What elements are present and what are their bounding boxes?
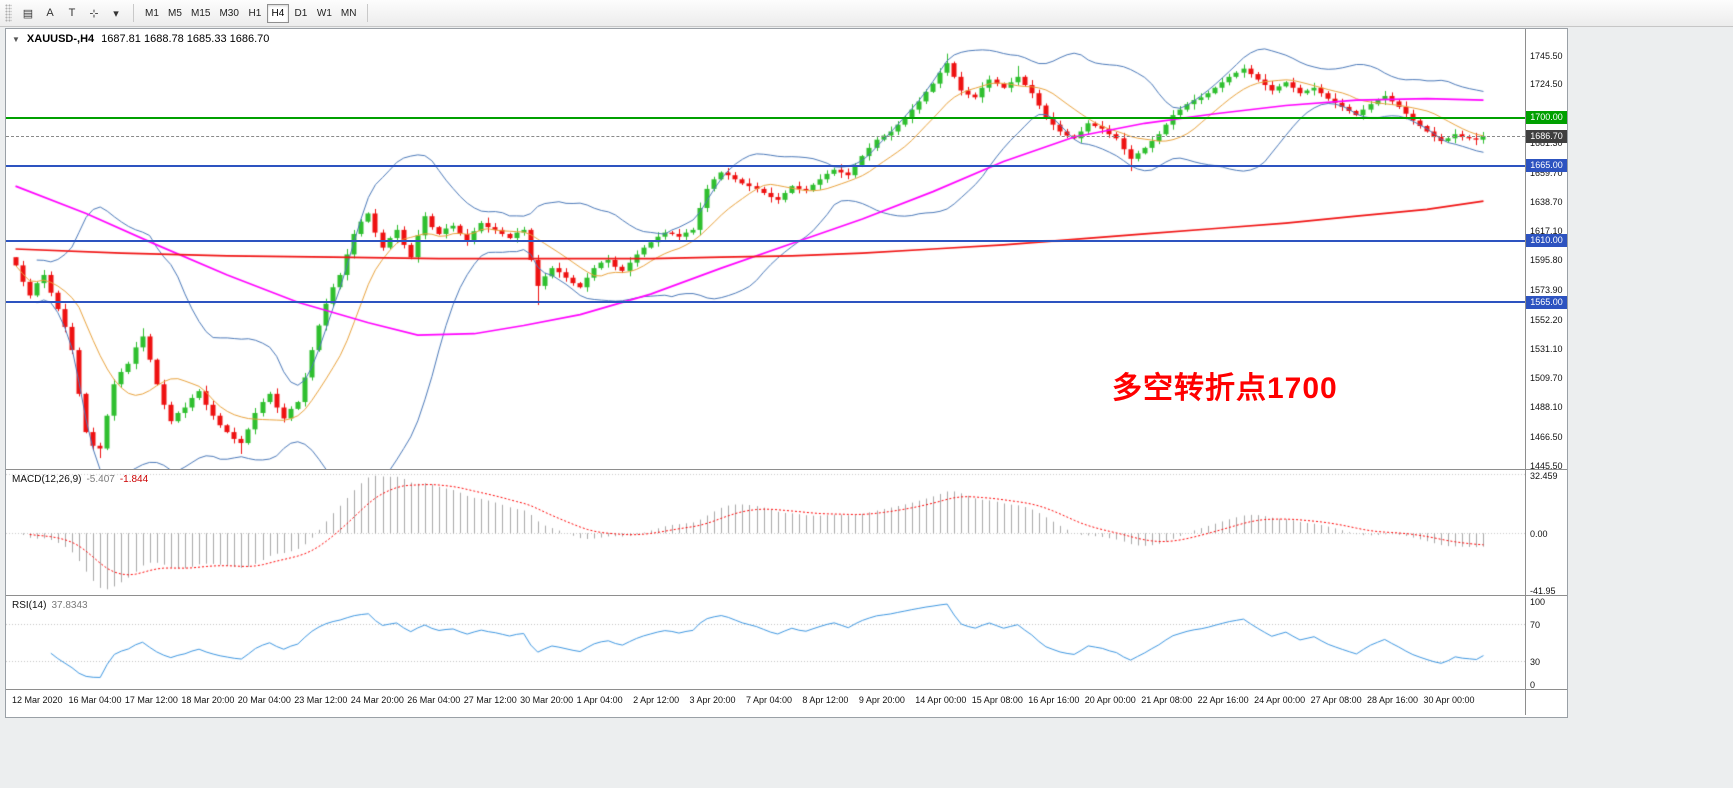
text-tool-button[interactable]: T — [62, 3, 82, 23]
timeframe-m5[interactable]: M5 — [168, 7, 182, 19]
toolbar-grip[interactable] — [5, 4, 12, 22]
timeframe-h1[interactable]: H1 — [248, 7, 262, 19]
time-axis-label: 8 Apr 12:00 — [802, 695, 849, 705]
rsi-axis-label: 0 — [1530, 680, 1536, 690]
rsi-indicator-label: RSI(14) 37.8343 — [12, 600, 88, 611]
time-axis-label: 30 Mar 20:00 — [520, 695, 574, 705]
price-axis-label: 1659.70 — [1530, 167, 1563, 178]
time-axis-label: 21 Apr 08:00 — [1141, 695, 1193, 705]
time-axis-label: 16 Mar 04:00 — [68, 695, 122, 705]
toolbar: ▤ A T ⊹ ▾ M1 M5 M15 M30 H1 H4 D1 W1 MN — [0, 0, 1733, 27]
timeframe-buttons: M1 M5 M15 M30 H1 H4 D1 W1 MN — [141, 3, 360, 23]
time-axis-label: 30 Apr 00:00 — [1423, 695, 1475, 705]
price-axis-label: 1466.50 — [1530, 431, 1563, 442]
time-axis-label: 27 Apr 08:00 — [1310, 695, 1362, 705]
price-badge-1686.70: 1686.70 — [1526, 129, 1567, 143]
rsi-value: 37.8343 — [51, 600, 88, 611]
pane-splitter-macd[interactable] — [6, 469, 1567, 470]
time-axis-label: 18 Mar 20:00 — [181, 695, 235, 705]
horizontal-level-line-1565[interactable] — [6, 301, 1525, 304]
macd-signal-value: -1.844 — [119, 474, 149, 485]
timeframe-mn[interactable]: MN — [340, 7, 357, 19]
current-price-line — [6, 136, 1525, 137]
price-axis-label: 1573.90 — [1530, 285, 1563, 296]
price-axis-label: 1509.70 — [1530, 372, 1563, 383]
time-axis-label: 9 Apr 20:00 — [858, 695, 905, 705]
time-axis-label: 15 Apr 08:00 — [971, 695, 1023, 705]
ohlc-values: 1687.81 1688.78 1685.33 1686.70 — [101, 33, 270, 45]
time-axis-label: 2 Apr 12:00 — [633, 695, 680, 705]
time-axis-label: 12 Mar 2020 — [12, 695, 63, 705]
timeframe-m1[interactable]: M1 — [145, 7, 159, 19]
time-axis-label: 1 Apr 04:00 — [576, 695, 623, 705]
chart-grid-icon[interactable]: ▤ — [18, 3, 38, 23]
toolbar-separator — [133, 4, 134, 22]
time-axis-label: 3 Apr 20:00 — [689, 695, 736, 705]
price-axis-label: 1638.70 — [1530, 196, 1563, 207]
time-axis-label: 28 Apr 16:00 — [1367, 695, 1419, 705]
time-axis-label: 23 Mar 12:00 — [294, 695, 348, 705]
time-axis-label: 20 Apr 00:00 — [1084, 695, 1136, 705]
tools-dropdown-icon[interactable]: ▾ — [106, 3, 126, 23]
macd-main-value: -5.407 — [86, 474, 115, 485]
time-axis-label: 20 Mar 04:00 — [237, 695, 291, 705]
price-axis-label: 1595.80 — [1530, 255, 1563, 266]
price-axis-label: 1745.50 — [1530, 50, 1563, 61]
macd-axis-label: 32.459 — [1530, 471, 1558, 481]
price-axis-label: 1724.50 — [1530, 79, 1563, 90]
macd-axis-label: 0.00 — [1530, 529, 1548, 540]
chart-window: ▼ XAUUSD-,H4 1687.81 1688.78 1685.33 168… — [5, 28, 1568, 718]
macd-axis-label: -41.95 — [1530, 586, 1556, 596]
price-axis-label: 1488.10 — [1530, 402, 1563, 413]
price-axis-label: 1681.30 — [1530, 138, 1563, 149]
horizontal-level-line-1700[interactable] — [6, 116, 1525, 119]
macd-pane-canvas[interactable] — [6, 470, 1525, 595]
timeframe-w1[interactable]: W1 — [316, 7, 332, 19]
horizontal-level-line-1665[interactable] — [6, 164, 1525, 167]
annotation-text: 多空转折点1700 — [1112, 372, 1338, 405]
time-axis-label: 7 Apr 04:00 — [746, 695, 793, 705]
timeframe-h4[interactable]: H4 — [266, 3, 289, 23]
price-badge-1565.00: 1565.00 — [1526, 295, 1567, 309]
chart-title: ▼ XAUUSD-,H4 1687.81 1688.78 1685.33 168… — [12, 33, 269, 45]
pane-splitter-timeaxis — [6, 689, 1567, 690]
price-axis-label: 1531.10 — [1530, 343, 1563, 354]
rsi-axis-label: 70 — [1530, 619, 1541, 630]
timeframe-m30[interactable]: M30 — [219, 7, 239, 19]
time-axis-label: 26 Mar 04:00 — [407, 695, 461, 705]
time-axis-label: 17 Mar 12:00 — [124, 695, 178, 705]
rsi-pane-canvas[interactable] — [6, 596, 1525, 689]
time-axis-label: 22 Apr 16:00 — [1197, 695, 1249, 705]
horizontal-level-line-1610[interactable] — [6, 239, 1525, 242]
price-axis-label: 1617.10 — [1530, 226, 1563, 237]
price-axis-border — [1525, 29, 1526, 715]
symbol-period-label: XAUUSD-,H4 — [26, 33, 95, 45]
price-axis-label: 1445.50 — [1530, 460, 1563, 471]
pane-splitter-rsi[interactable] — [6, 595, 1567, 596]
timeframe-d1[interactable]: D1 — [294, 7, 308, 19]
arrow-tool-button[interactable]: A — [40, 3, 60, 23]
macd-name: MACD(12,26,9) — [12, 474, 82, 485]
crosshair-tool-button[interactable]: ⊹ — [84, 3, 104, 23]
time-axis-label: 16 Apr 16:00 — [1028, 695, 1080, 705]
time-axis-label: 24 Apr 00:00 — [1254, 695, 1306, 705]
time-axis-label: 27 Mar 12:00 — [463, 695, 517, 705]
macd-indicator-label: MACD(12,26,9) -5.407 -1.844 — [12, 474, 148, 485]
rsi-axis-label: 30 — [1530, 657, 1541, 668]
rsi-axis-label: 100 — [1530, 597, 1546, 607]
price-badge-1610.00: 1610.00 — [1526, 234, 1567, 248]
price-badge-1665.00: 1665.00 — [1526, 159, 1567, 173]
price-axis-label: 1552.20 — [1530, 314, 1563, 325]
rsi-name: RSI(14) — [12, 600, 47, 611]
collapse-chart-icon[interactable]: ▼ — [12, 34, 20, 44]
toolbar-separator — [367, 4, 369, 22]
time-axis-label: 24 Mar 20:00 — [350, 695, 404, 705]
timeframe-m15[interactable]: M15 — [191, 7, 211, 19]
price-chart-canvas[interactable] — [6, 29, 1525, 469]
time-axis-label: 14 Apr 00:00 — [915, 695, 967, 705]
price-badge-1700.00: 1700.00 — [1526, 111, 1567, 125]
